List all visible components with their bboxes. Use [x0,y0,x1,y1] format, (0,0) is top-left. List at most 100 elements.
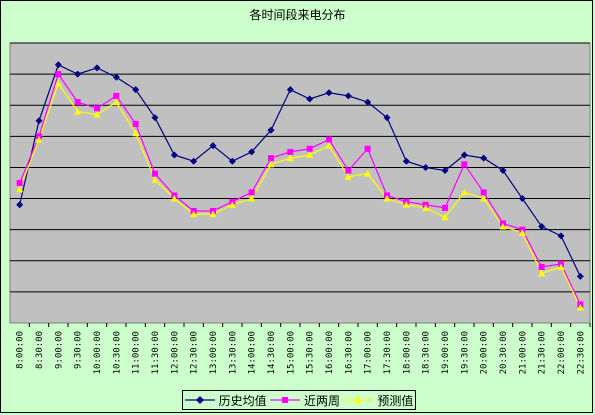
point-0-3 [74,70,82,78]
point-0-5 [112,73,120,81]
point-2-7 [151,176,159,183]
point-1-12 [248,189,255,196]
point-0-24 [480,154,488,162]
point-0-11 [228,157,236,165]
plot-area [9,42,591,324]
x-tick-label-14: 15:00:00 [286,331,296,374]
point-1-5 [113,92,120,99]
point-1-27 [538,264,545,270]
point-0-1 [35,117,43,125]
point-2-2 [54,79,62,87]
point-0-18 [364,98,372,106]
point-0-25 [499,167,507,175]
x-tick-label-7: 11:30:00 [151,331,161,374]
point-2-12 [248,195,256,202]
x-tick-label-18: 17:00:00 [364,331,374,374]
point-0-19 [383,114,391,122]
point-2-5 [112,98,120,106]
point-2-29 [576,303,584,311]
point-2-3 [74,107,82,115]
point-0-28 [557,232,565,240]
x-tick-label-4: 10:00:00 [93,331,103,374]
point-2-20 [402,201,410,208]
point-0-23 [460,151,468,159]
point-0-7 [151,114,159,122]
point-0-10 [209,142,217,150]
x-tick-label-26: 21:00:00 [518,331,528,374]
x-tick-label-5: 10:30:00 [112,331,122,374]
point-1-6 [132,120,139,127]
x-tick-label-15: 15:30:00 [306,331,316,374]
point-1-14 [287,148,294,155]
point-2-6 [132,129,140,137]
point-2-16 [325,142,333,149]
x-tick-label-19: 17:30:00 [383,331,393,374]
point-1-24 [480,189,487,196]
point-0-20 [402,157,410,165]
x-tick-label-21: 18:30:00 [422,331,432,374]
series-line-2 [19,82,581,308]
point-2-17 [344,173,352,180]
point-0-27 [538,223,546,231]
x-tick-label-6: 11:00:00 [132,331,142,374]
x-tick-label-24: 20:00:00 [480,331,490,374]
legend-item-0: 历史均值 [184,392,267,409]
x-tick-label-22: 19:00:00 [441,331,451,374]
x-tick-label-16: 16:00:00 [325,331,335,374]
series-line-1 [19,72,581,305]
point-2-24 [480,195,488,202]
point-0-13 [267,126,275,134]
x-tick-label-13: 14:30:00 [267,331,277,374]
point-0-15 [306,95,314,103]
x-tick-label-12: 14:00:00 [248,331,258,374]
point-2-27 [538,269,546,277]
point-0-4 [93,64,101,72]
point-0-26 [518,195,526,203]
point-1-17 [345,167,352,174]
point-2-18 [364,170,372,177]
x-tick-label-29: 22:30:00 [576,331,586,374]
legend-label-1: 近两周 [303,393,340,408]
x-tick-label-2: 9:00:00 [54,331,64,369]
point-1-4 [94,105,100,112]
point-2-26 [518,229,526,236]
point-2-8 [170,195,178,202]
point-2-0 [16,185,24,193]
legend-item-2: 预测值 [343,392,413,409]
legend-label-0: 历史均值 [218,393,267,408]
x-tick-label-28: 22:00:00 [557,331,567,374]
point-1-0 [16,180,23,186]
point-1-23 [461,161,468,168]
point-0-2 [54,61,62,69]
point-0-17 [344,92,352,100]
point-0-29 [576,272,584,280]
point-1-13 [268,155,274,162]
point-2-28 [557,263,565,270]
x-tick-label-17: 16:30:00 [344,331,354,374]
point-2-21 [422,204,430,211]
legend-swatch-2 [343,396,374,403]
point-0-0 [16,201,24,209]
x-tick-label-9: 12:30:00 [190,331,200,374]
point-2-1 [35,135,43,143]
point-2-9 [190,210,198,218]
point-2-15 [306,151,314,158]
x-tick-label-25: 20:30:00 [499,331,509,374]
point-0-9 [190,157,198,165]
point-2-25 [499,223,507,230]
point-1-2 [55,71,62,78]
point-2-19 [383,195,391,202]
point-0-21 [422,163,430,171]
legend-label-2: 预测值 [377,393,414,408]
x-tick-label-23: 19:30:00 [460,331,470,374]
point-1-15 [306,145,313,152]
x-tick-label-1: 8:30:00 [35,331,45,369]
legend-item-1: 近两周 [269,392,340,409]
x-tick-label-27: 21:30:00 [538,331,548,374]
point-1-22 [442,204,448,211]
point-0-8 [170,151,178,159]
point-2-22 [441,213,449,221]
point-2-14 [286,154,294,162]
